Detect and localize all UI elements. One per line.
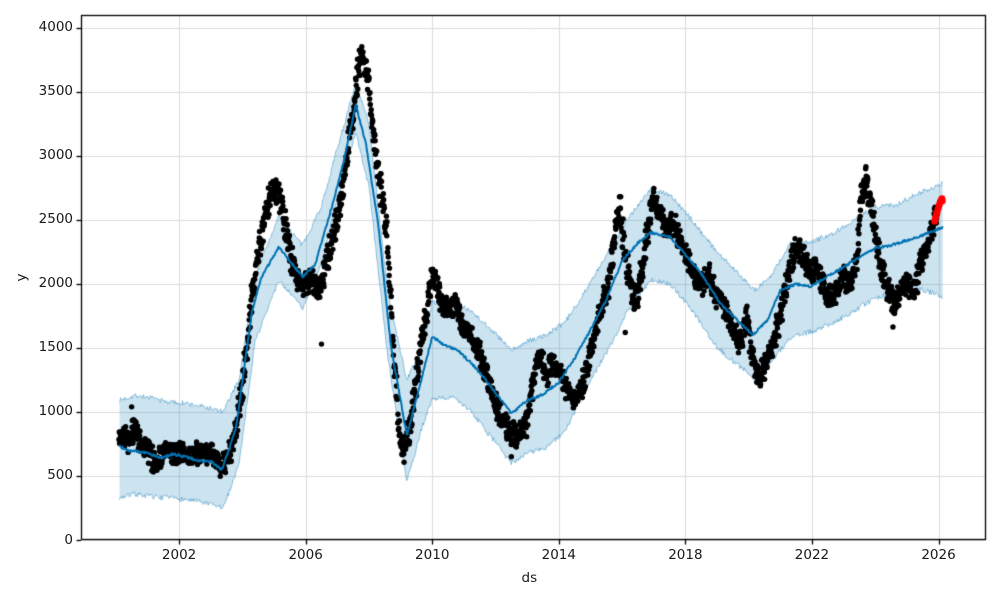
x-tick-label-2010: 2010 bbox=[415, 547, 450, 563]
y-tick-label-2500: 2500 bbox=[38, 211, 73, 228]
y-tick-label-1500: 1500 bbox=[38, 339, 73, 356]
x-tick-label-2026: 2026 bbox=[921, 547, 956, 563]
y-axis-label: y bbox=[13, 273, 30, 281]
y-tick-label-3500: 3500 bbox=[38, 83, 73, 100]
x-tick-label-2002: 2002 bbox=[161, 547, 197, 563]
x-tick-label-2022: 2022 bbox=[794, 547, 830, 563]
y-tick-label-0: 0 bbox=[64, 531, 73, 548]
x-tick-label-2014: 2014 bbox=[541, 547, 576, 563]
y-tick-label-3000: 3000 bbox=[38, 147, 73, 164]
x-tick-label-2018: 2018 bbox=[668, 547, 703, 563]
y-tick-label-2000: 2000 bbox=[38, 275, 73, 292]
y-tick-label-1000: 1000 bbox=[38, 403, 73, 420]
x-tick-label-2006: 2006 bbox=[288, 547, 323, 563]
x-axis-label: ds bbox=[521, 570, 538, 586]
y-tick-label-4000: 4000 bbox=[38, 19, 73, 36]
y-tick-label-500: 500 bbox=[47, 467, 73, 484]
